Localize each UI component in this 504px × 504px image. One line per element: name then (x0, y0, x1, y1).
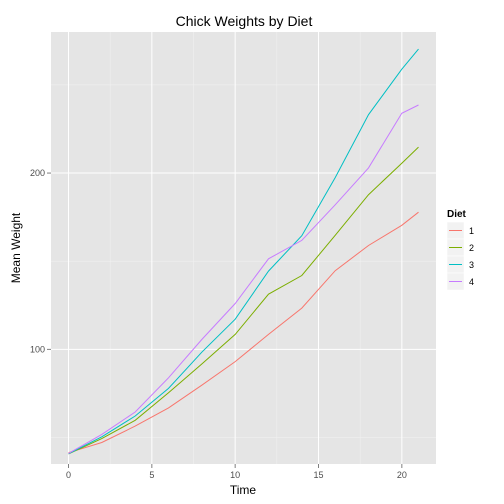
series-line-1 (68, 211, 419, 454)
y-tick-label: 100 (30, 344, 45, 354)
series-line-3 (68, 48, 419, 455)
y-axis-title: Mean Weight (9, 212, 23, 283)
x-tick-label: 5 (149, 470, 154, 480)
series-line-4 (68, 104, 419, 454)
legend-title: Diet (447, 209, 467, 220)
series-line-2 (68, 146, 419, 455)
x-axis: 0 5 10 15 20 (66, 464, 407, 480)
series-lines (68, 48, 419, 455)
plot-panel (51, 32, 436, 464)
legend-label-3: 3 (469, 260, 474, 270)
x-tick-label: 15 (313, 470, 323, 480)
legend-label-1: 1 (469, 226, 474, 236)
legend-label-4: 4 (469, 277, 474, 287)
legend: Diet 1 2 3 4 (446, 209, 474, 291)
legend-label-2: 2 (469, 243, 474, 253)
chart-title: Chick Weights by Diet (176, 13, 313, 29)
y-tick-label: 200 (30, 168, 45, 178)
x-tick-label: 0 (66, 470, 71, 480)
y-axis: 100 200 (30, 168, 51, 354)
x-tick-label: 20 (397, 470, 407, 480)
x-tick-label: 10 (230, 470, 240, 480)
x-axis-title: Time (230, 483, 257, 497)
grid (51, 32, 436, 464)
